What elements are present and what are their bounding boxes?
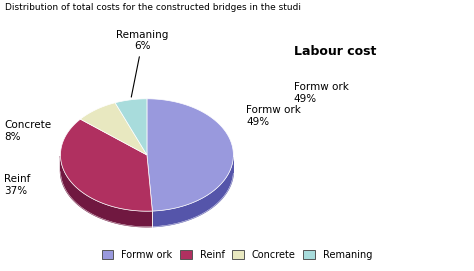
Polygon shape bbox=[80, 103, 147, 155]
Text: Distribution of total costs for the constructed bridges in the studi: Distribution of total costs for the cons… bbox=[5, 3, 301, 12]
Polygon shape bbox=[147, 99, 233, 211]
Text: Reinf
37%: Reinf 37% bbox=[4, 175, 31, 196]
Polygon shape bbox=[61, 156, 152, 227]
Legend: Formw ork, Reinf, Concrete, Remaning: Formw ork, Reinf, Concrete, Remaning bbox=[100, 248, 374, 262]
Text: Formw ork
49%: Formw ork 49% bbox=[294, 82, 349, 104]
Text: Concrete
8%: Concrete 8% bbox=[4, 120, 52, 141]
Text: Labour cost: Labour cost bbox=[294, 45, 376, 58]
Text: Formw ork
49%: Formw ork 49% bbox=[246, 105, 301, 127]
Text: Remaning
6%: Remaning 6% bbox=[117, 30, 169, 97]
Polygon shape bbox=[115, 99, 147, 155]
Polygon shape bbox=[152, 158, 233, 227]
Polygon shape bbox=[61, 119, 152, 211]
